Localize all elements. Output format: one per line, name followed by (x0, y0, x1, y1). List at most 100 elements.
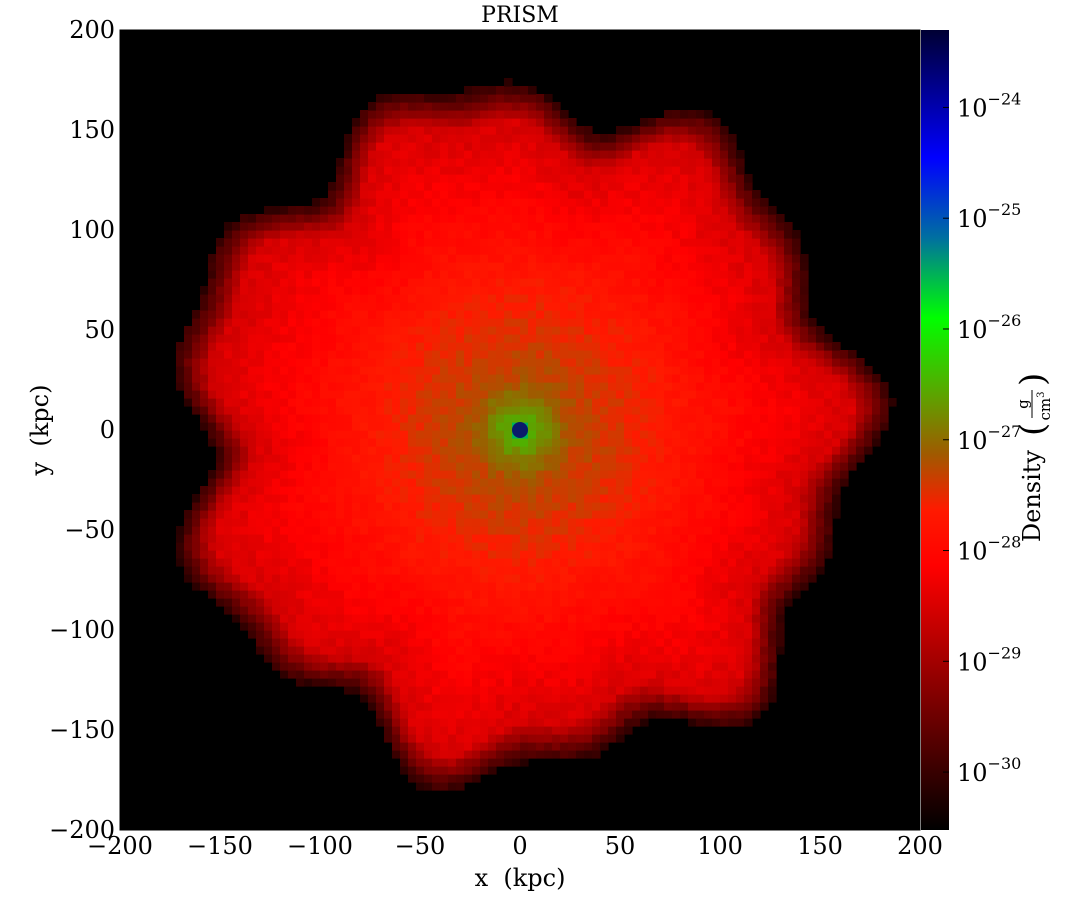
density-cell (384, 374, 393, 383)
density-cell (688, 158, 697, 167)
density-cell (544, 150, 553, 159)
density-cell (576, 526, 585, 535)
density-cell (480, 158, 489, 167)
density-cell (312, 542, 321, 551)
density-cell (664, 278, 673, 287)
density-cell (528, 350, 537, 359)
density-cell (624, 398, 633, 407)
density-cell (512, 366, 521, 375)
density-cell (368, 470, 377, 479)
density-cell (344, 558, 353, 567)
density-cell (520, 542, 529, 551)
density-cell (496, 110, 505, 119)
density-cell (352, 670, 361, 679)
density-cell (448, 254, 457, 263)
density-cell (448, 510, 457, 519)
density-cell (464, 214, 473, 223)
density-cell (304, 502, 313, 511)
density-cell (712, 518, 721, 527)
density-cell (632, 446, 641, 455)
density-cell (240, 334, 249, 343)
density-cell (664, 486, 673, 495)
density-cell (288, 214, 297, 223)
density-cell (368, 622, 377, 631)
density-cell (456, 214, 465, 223)
density-cell (392, 686, 401, 695)
density-cell (216, 286, 225, 295)
density-cell (688, 470, 697, 479)
density-cell (704, 270, 713, 279)
density-cell (480, 358, 489, 367)
density-cell (536, 566, 545, 575)
density-cell (496, 134, 505, 143)
density-cell (320, 518, 329, 527)
density-cell (584, 214, 593, 223)
density-cell (400, 494, 409, 503)
density-cell (656, 702, 665, 711)
density-cell (176, 382, 185, 391)
density-cell (632, 182, 641, 191)
density-cell (520, 438, 529, 447)
density-cell (688, 550, 697, 559)
density-cell (448, 566, 457, 575)
density-cell (544, 598, 553, 607)
density-cell (288, 670, 297, 679)
density-cell (456, 630, 465, 639)
density-cell (640, 470, 649, 479)
density-cell (344, 526, 353, 535)
density-cell (680, 622, 689, 631)
density-cell (400, 150, 409, 159)
density-cell (432, 566, 441, 575)
density-cell (648, 350, 657, 359)
density-cell (600, 598, 609, 607)
density-cell (688, 334, 697, 343)
density-cell (552, 558, 561, 567)
density-cell (440, 438, 449, 447)
density-cell (264, 502, 273, 511)
density-cell (280, 542, 289, 551)
density-cell (416, 342, 425, 351)
density-cell (488, 622, 497, 631)
density-cell (320, 270, 329, 279)
density-cell (568, 310, 577, 319)
density-cell (720, 158, 729, 167)
density-cell (600, 702, 609, 711)
density-cell (304, 630, 313, 639)
density-cell (520, 462, 529, 471)
density-cell (264, 310, 273, 319)
density-cell (352, 158, 361, 167)
density-cell (688, 254, 697, 263)
density-cell (280, 206, 289, 215)
density-cell (688, 134, 697, 143)
density-cell (440, 518, 449, 527)
density-cell (528, 334, 537, 343)
density-cell (384, 230, 393, 239)
density-cell (240, 286, 249, 295)
density-cell (608, 550, 617, 559)
density-cell (632, 390, 641, 399)
density-cell (712, 502, 721, 511)
density-cell (480, 422, 489, 431)
density-cell (528, 550, 537, 559)
density-cell (696, 406, 705, 415)
density-cell (384, 630, 393, 639)
density-cell (312, 502, 321, 511)
density-cell (568, 126, 577, 135)
density-cell (368, 102, 377, 111)
density-cell (712, 710, 721, 719)
density-cell (336, 518, 345, 527)
density-cell (680, 254, 689, 263)
density-cell (344, 366, 353, 375)
density-cell (480, 542, 489, 551)
density-cell (592, 366, 601, 375)
density-cell (688, 566, 697, 575)
density-cell (568, 230, 577, 239)
density-cell (432, 678, 441, 687)
density-cell (360, 254, 369, 263)
density-cell (552, 118, 561, 127)
density-cell (312, 422, 321, 431)
density-cell (584, 654, 593, 663)
density-cell (712, 118, 721, 127)
density-cell (392, 726, 401, 735)
density-cell (664, 646, 673, 655)
